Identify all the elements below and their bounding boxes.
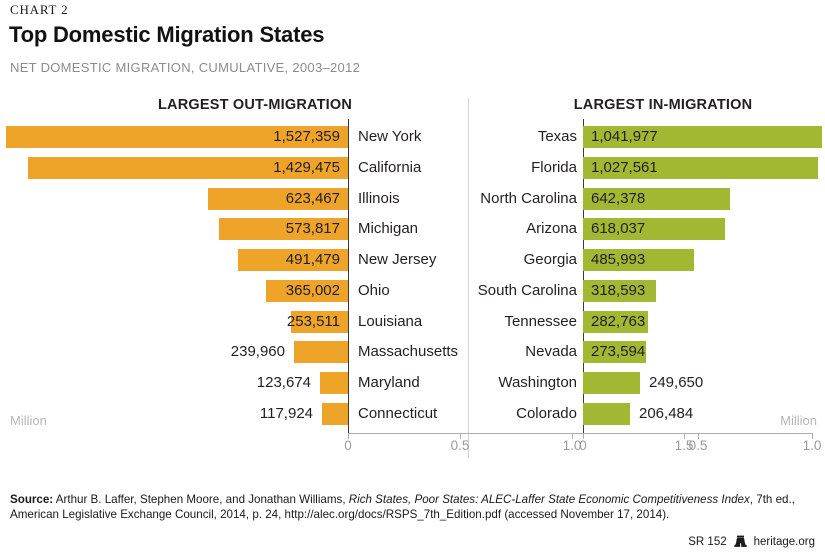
- bar-value-california: 1,429,475: [273, 159, 340, 176]
- bar-value-washington: 249,650: [649, 374, 704, 391]
- axis-tick-label-0.5: 0.5: [450, 438, 470, 453]
- source-note: Source: Arthur B. Laffer, Stephen Moore,…: [10, 493, 822, 522]
- source-label: Source:: [10, 493, 54, 506]
- state-label-south-carolina: South Carolina: [477, 282, 577, 299]
- bar-value-new-jersey: 491,479: [285, 251, 340, 268]
- axis-tick-0: [348, 433, 349, 439]
- brand-url: heritage.org: [753, 536, 815, 548]
- source-text-publication: , 7th ed., American Legislative Exchange…: [10, 493, 795, 521]
- axis-line: [348, 433, 684, 434]
- source-text-book-title: Rich States, Poor States: ALEC-Laffer St…: [348, 493, 750, 506]
- state-label-florida: Florida: [531, 159, 577, 176]
- state-label-illinois: Illinois: [358, 190, 400, 207]
- out-migration-zero-axis-line: [348, 119, 349, 434]
- bar-california: [28, 157, 348, 179]
- state-label-washington: Washington: [498, 374, 577, 391]
- bar-value-maryland: 123,674: [256, 374, 311, 391]
- in-migration-chart-title: LARGEST IN-MIGRATION: [573, 97, 753, 113]
- bar-north-carolina: [583, 188, 730, 210]
- bar-value-connecticut: 117,924: [259, 405, 313, 422]
- state-label-texas: Texas: [537, 128, 577, 145]
- bar-value-nevada: 273,594: [591, 343, 646, 360]
- out-migration-plot: Million 1,527,359 New York 1,429,475 Califo…: [0, 0, 693, 462]
- in-migration-zero-axis-line: [583, 119, 584, 434]
- state-label-north-carolina: North Carolina: [480, 190, 577, 207]
- axis-tick-label-0: 0: [344, 438, 352, 453]
- bar-value-texas: 1,041,977: [591, 128, 658, 145]
- bar-value-michigan: 573,817: [285, 220, 340, 237]
- state-label-louisiana: Louisiana: [358, 313, 423, 330]
- state-label-michigan: Michigan: [358, 220, 419, 237]
- source-text-authors: Arthur B. Laffer, Stephen Moore, and Jon…: [53, 493, 349, 506]
- axis-tick-1.0: [812, 433, 813, 439]
- bar-texas: [583, 126, 822, 148]
- state-label-georgia: Georgia: [523, 251, 577, 268]
- axis-tick-label-1.0: 1.0: [562, 438, 582, 453]
- state-label-new-york: New York: [358, 128, 422, 145]
- in-migration-axis-unit-label: Million: [780, 413, 817, 428]
- bar-illinois: [208, 188, 348, 210]
- out-migration-chart-title: LARGEST OUT-MIGRATION: [157, 97, 353, 113]
- bar-value-ohio: 365,002: [285, 282, 340, 299]
- chart-kicker: CHART 2: [10, 2, 69, 17]
- bar-massachusetts: [294, 341, 348, 363]
- in-migration-plot: Million 1,041,977 Texas 1,027,561 Florida 64…: [460, 0, 825, 462]
- bar-south-carolina: [583, 280, 656, 302]
- state-label-colorado: Colorado: [516, 405, 577, 422]
- bar-value-south-carolina: 318,593: [591, 282, 646, 299]
- axis-tick-0: [583, 433, 584, 439]
- axis-tick-0.5: [698, 433, 699, 439]
- axis-tick-label-0.5: 0.5: [688, 438, 708, 453]
- bar-value-north-carolina: 642,378: [591, 190, 646, 207]
- axis-tick-0.5: [460, 433, 461, 439]
- axis-tick-label-1.5: 1.5: [674, 438, 694, 453]
- bar-value-tennessee: 282,763: [591, 313, 646, 330]
- out-migration-axis-unit-label: Million: [10, 413, 47, 428]
- page-title: Top Domestic Migration States: [9, 22, 325, 47]
- bar-new-jersey: [238, 249, 348, 271]
- state-label-tennessee: Tennessee: [504, 313, 577, 330]
- bar-value-georgia: 485,993: [591, 251, 646, 268]
- state-label-new-jersey: New Jersey: [358, 251, 437, 268]
- bar-washington: [583, 372, 640, 394]
- bar-value-illinois: 623,467: [285, 190, 340, 207]
- bar-maryland: [320, 372, 348, 394]
- bar-value-massachusetts: 239,960: [230, 343, 285, 360]
- bar-ohio: [266, 280, 348, 302]
- bar-arizona: [583, 218, 725, 240]
- bar-nevada: [583, 341, 646, 363]
- bar-value-florida: 1,027,561: [591, 159, 658, 176]
- axis-tick-label-1.0: 1.0: [802, 438, 822, 453]
- state-label-ohio: Ohio: [358, 282, 390, 299]
- charts-divider: [468, 98, 469, 458]
- state-label-connecticut: Connecticut: [358, 405, 438, 422]
- state-label-arizona: Arizona: [526, 220, 577, 237]
- bar-tennessee: [583, 311, 648, 333]
- bar-georgia: [583, 249, 694, 271]
- state-label-maryland: Maryland: [358, 374, 420, 391]
- axis-tick-1.5: [684, 433, 685, 439]
- axis-line: [583, 433, 812, 434]
- bar-value-colorado: 206,484: [639, 405, 694, 422]
- bar-michigan: [219, 218, 348, 240]
- state-label-california: California: [358, 159, 422, 176]
- bar-new-york: [6, 126, 348, 148]
- bar-colorado: [583, 403, 630, 425]
- bar-connecticut: [322, 403, 348, 425]
- bar-louisiana: [291, 311, 348, 333]
- bar-florida: [583, 157, 818, 179]
- state-label-massachusetts: Massachusetts: [358, 343, 459, 360]
- state-label-nevada: Nevada: [525, 343, 577, 360]
- page-subtitle: NET DOMESTIC MIGRATION, CUMULATIVE, 2003…: [10, 60, 361, 75]
- bar-value-louisiana: 253,511: [286, 313, 340, 330]
- bar-value-arizona: 618,037: [591, 220, 646, 237]
- axis-tick-1.0: [572, 433, 573, 439]
- footer-branding: SR 152 heritage.org: [688, 534, 815, 550]
- report-id: SR 152: [688, 536, 727, 548]
- liberty-bell-icon: [733, 535, 747, 547]
- bar-value-new-york: 1,527,359: [273, 128, 340, 145]
- axis-tick-label-0: 0: [579, 438, 587, 453]
